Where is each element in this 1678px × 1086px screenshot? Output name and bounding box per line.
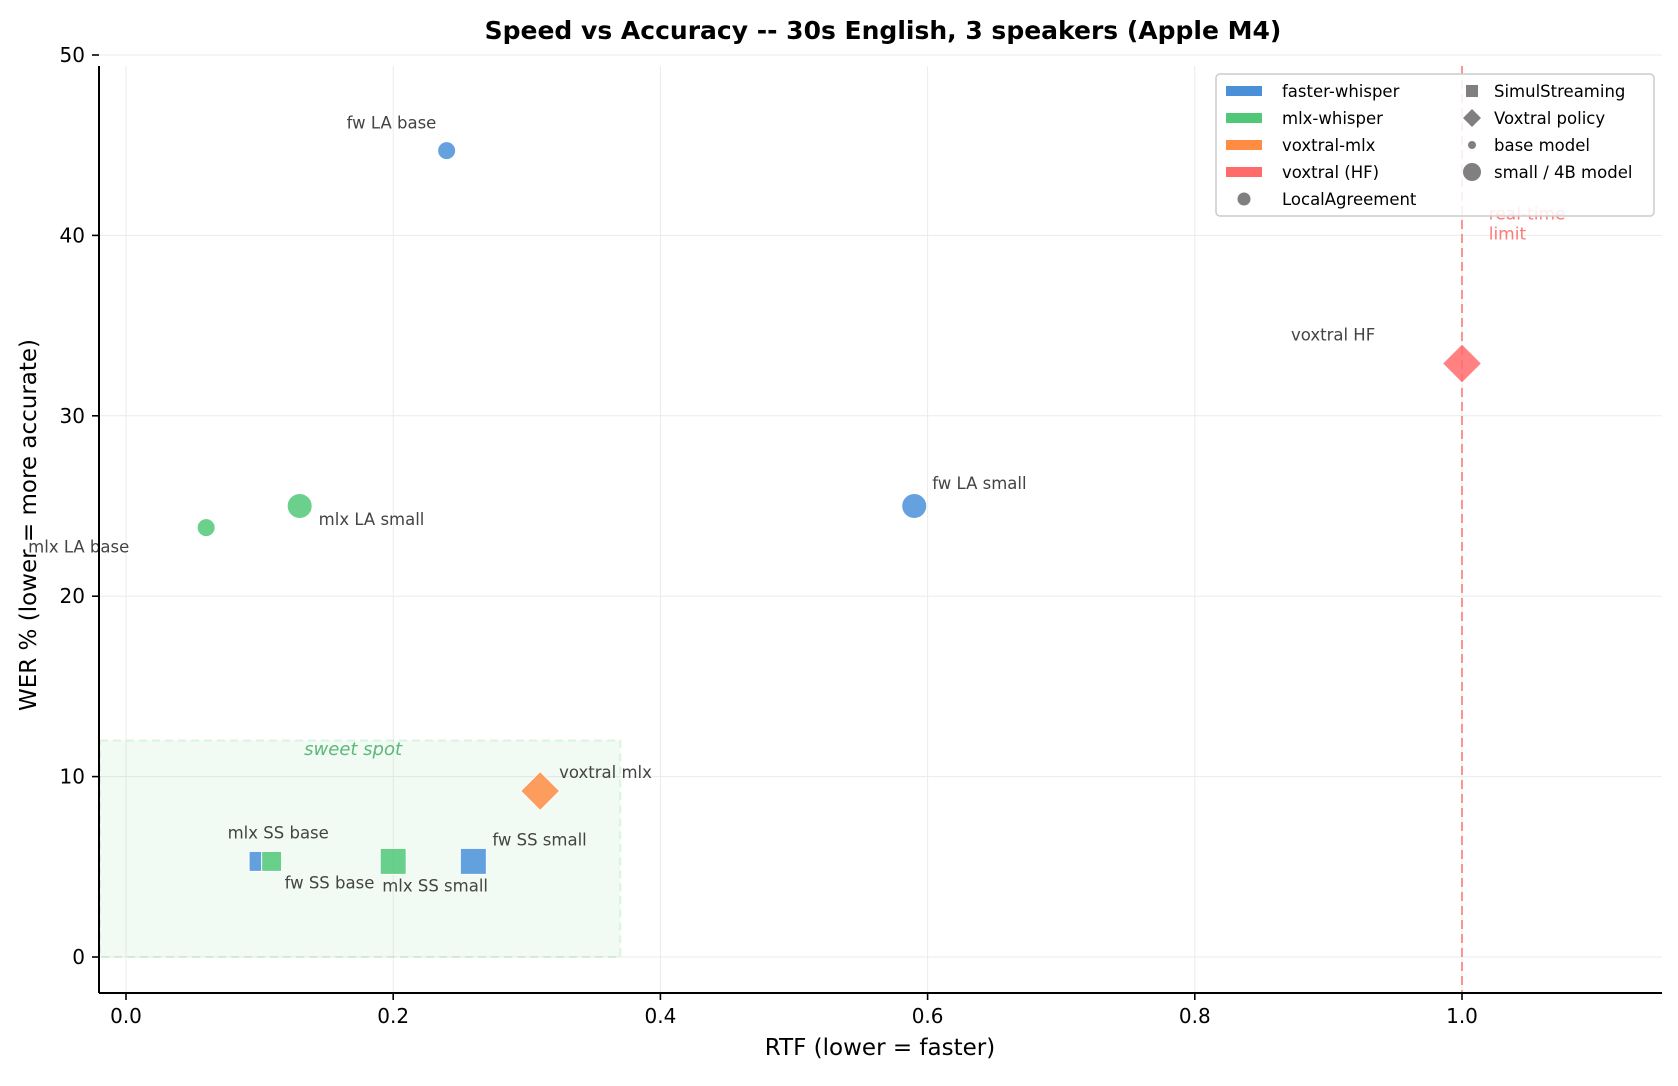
y-tick-label: 20: [60, 584, 85, 608]
sweet-spot-label: sweet spot: [304, 739, 403, 760]
data-point-diamond: [519, 770, 561, 812]
data-points: [196, 141, 1483, 875]
data-point-square: [379, 847, 407, 875]
legend-swatch: [1226, 86, 1262, 96]
x-tick-label: 1.0: [1446, 1004, 1478, 1028]
x-tick-label: 0.6: [912, 1004, 944, 1028]
legend-label: voxtral-mlx: [1282, 136, 1376, 155]
data-point-circle: [286, 493, 313, 519]
data-point-circle: [196, 518, 216, 538]
legend-circle-icon: [1237, 192, 1251, 206]
point-label: voxtral HF: [1291, 325, 1375, 344]
y-tick-label: 50: [60, 43, 85, 67]
point-label: fw SS small: [492, 830, 586, 849]
legend-swatch: [1226, 140, 1262, 150]
point-label: fw LA small: [932, 474, 1026, 493]
legend-big-dot-icon: [1463, 163, 1481, 181]
point-label: voxtral mlx: [559, 763, 652, 782]
x-tick-label: 0.2: [377, 1004, 409, 1028]
axes: 0.0 0.2 0.4 0.6 0.8 1.0 0 10 20 30 40 50: [60, 43, 1662, 1028]
plot-area: fw LA base fw LA small mlx LA base mlx LA s…: [28, 54, 1662, 993]
x-tick-label: 0.8: [1179, 1004, 1211, 1028]
chart-title: Speed vs Accuracy -- 30s English, 3 spea…: [485, 16, 1282, 45]
y-tick-label: 40: [60, 223, 85, 247]
data-point-circle: [437, 141, 457, 161]
sweet-spot-region: [99, 739, 622, 959]
data-point-diamond: [1441, 343, 1483, 384]
y-axis-ticks: 0 10 20 30 40 50: [60, 43, 99, 969]
y-axis-label: WER % (lower = more accurate): [16, 339, 42, 711]
x-axis-label: RTF (lower = faster): [765, 1035, 995, 1061]
legend-square-icon: [1466, 85, 1478, 97]
legend-label: base model: [1494, 136, 1590, 155]
legend-label: LocalAgreement: [1282, 190, 1417, 209]
x-tick-label: 0.0: [110, 1004, 142, 1028]
x-axis-ticks: 0.0 0.2 0.4 0.6 0.8 1.0: [110, 993, 1478, 1028]
legend-label: small / 4B model: [1494, 163, 1632, 182]
legend-swatch: [1226, 167, 1262, 177]
point-label: mlx LA base: [28, 538, 129, 557]
data-point-circle: [901, 493, 928, 519]
legend-label: SimulStreaming: [1494, 82, 1625, 101]
legend-small-dot-icon: [1468, 141, 1476, 149]
legend-label: mlx-whisper: [1282, 109, 1383, 128]
sweet-spot-box: [99, 739, 622, 959]
legend-swatch: [1226, 113, 1262, 123]
y-tick-label: 10: [60, 765, 85, 789]
legend: faster-whisper mlx-whisper voxtral-mlx voxt…: [1215, 73, 1655, 217]
y-tick-label: 0: [72, 945, 85, 969]
point-label: fw SS base: [285, 873, 375, 892]
data-point-square: [248, 850, 263, 872]
legend-diamond-icon: [1463, 109, 1481, 127]
legend-box: [1215, 73, 1655, 217]
y-tick-label: 30: [60, 404, 85, 428]
point-label: mlx SS small: [382, 876, 488, 895]
legend-label: Voxtral policy: [1494, 109, 1605, 128]
point-label: fw LA base: [347, 114, 437, 133]
legend-label: voxtral (HF): [1282, 163, 1379, 182]
x-tick-label: 0.4: [644, 1004, 676, 1028]
point-label: mlx SS base: [228, 823, 329, 842]
data-point-square: [261, 850, 283, 872]
data-point-square: [459, 847, 487, 875]
point-label: mlx LA small: [319, 510, 425, 529]
legend-label: faster-whisper: [1282, 82, 1400, 101]
